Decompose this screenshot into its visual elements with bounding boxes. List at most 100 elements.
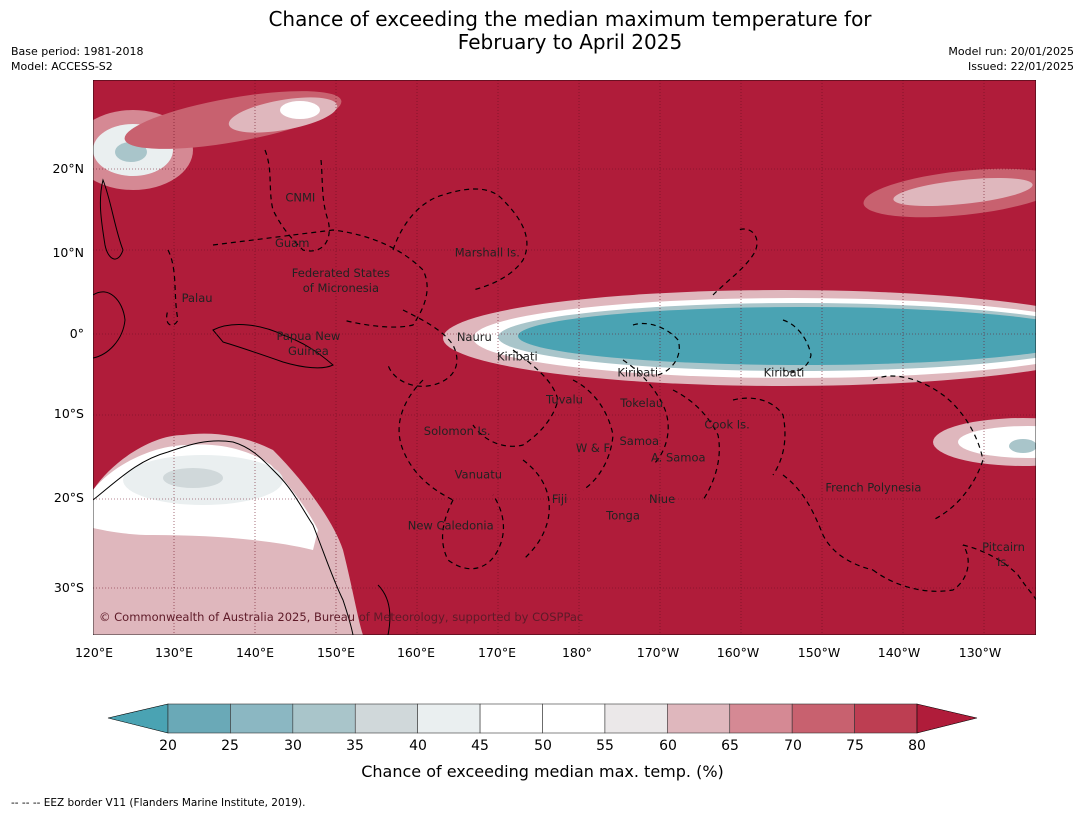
colorbar-cell — [230, 703, 294, 734]
cb-tick-50: 50 — [534, 738, 552, 754]
map-title: Chance of exceeding the median maximum t… — [0, 8, 1085, 54]
x-tick-160w: 160°W — [716, 645, 760, 660]
australia-coastline — [93, 440, 354, 635]
new-guinea-coastline — [212, 324, 334, 369]
place-label: of Micronesia — [303, 281, 379, 295]
place-label: Papua New — [276, 329, 340, 343]
place-label: Niue — [649, 492, 675, 506]
colorbar-cell — [667, 703, 731, 734]
place-label: CNMI — [285, 191, 315, 205]
place-label: New Caledonia — [408, 519, 494, 533]
cb-tick-45: 45 — [471, 738, 489, 754]
colorbar — [107, 703, 978, 734]
place-label: Tonga — [605, 509, 640, 523]
title-line-1: Chance of exceeding the median maximum t… — [268, 7, 872, 31]
place-label: French Polynesia — [825, 481, 921, 495]
cold-tongue-core — [518, 307, 1036, 365]
colorbar-cells — [167, 703, 918, 734]
philippines-coastline — [99, 178, 124, 260]
place-label: Is. — [997, 555, 1010, 569]
place-label: Guam — [275, 236, 309, 250]
y-tick-10s: 10°S — [53, 406, 84, 421]
meta-left: Base period: 1981-2018 Model: ACCESS-S2 — [11, 44, 143, 74]
colorbar-cell — [417, 703, 481, 734]
x-tick-140e: 140°E — [235, 645, 274, 660]
cb-tick-40: 40 — [409, 738, 427, 754]
borneo-coastline — [93, 291, 126, 359]
cb-tick-70: 70 — [784, 738, 802, 754]
y-tick-20n: 20°N — [52, 161, 84, 176]
x-tick-170w: 170°W — [636, 645, 680, 660]
colorbar-cell — [354, 703, 418, 734]
place-label: Marshall Is. — [455, 245, 520, 259]
copyright-text: © Commonwealth of Australia 2025, Bureau… — [99, 610, 583, 624]
anomaly-nw2-core — [280, 101, 320, 119]
anomaly-ne-mid — [893, 178, 1033, 206]
base-period: Base period: 1981-2018 — [11, 45, 144, 58]
colorbar-cell — [542, 703, 606, 734]
place-label: Tuvalu — [545, 393, 583, 407]
x-tick-150e: 150°E — [316, 645, 355, 660]
place-label: Palau — [182, 291, 213, 305]
place-label: Cook Is. — [704, 418, 749, 432]
place-label: Samoa — [619, 434, 659, 448]
cb-tick-25: 25 — [221, 738, 239, 754]
colorbar-cell — [791, 703, 855, 734]
cb-tick-30: 30 — [284, 738, 302, 754]
place-label: Pitcairn — [982, 540, 1025, 554]
colorbar-label: Chance of exceeding median max. temp. (%… — [361, 762, 724, 781]
cb-tick-20: 20 — [159, 738, 177, 754]
y-tick-30s: 30°S — [53, 580, 84, 595]
eez-borders — [166, 149, 1036, 601]
colorbar-cell — [292, 703, 356, 734]
place-label: Kiribati — [617, 365, 658, 379]
colorbar-cell — [729, 703, 793, 734]
y-tick-10n: 10°N — [52, 245, 84, 260]
colorbar-cell — [854, 703, 918, 734]
place-label: Kiribati — [497, 350, 538, 364]
place-label: Kiribati — [764, 365, 805, 379]
place-label: Nauru — [457, 330, 492, 344]
place-label: Fiji — [552, 492, 567, 506]
new-zealand-coastline — [377, 584, 391, 635]
x-tick-160e: 160°E — [396, 645, 435, 660]
cb-tick-35: 35 — [346, 738, 364, 754]
australia-grey-core — [163, 468, 223, 488]
place-label: Guinea — [288, 344, 329, 358]
x-tick-120e: 120°E — [74, 645, 113, 660]
graticule — [93, 80, 1036, 635]
colorbar-cell — [479, 703, 543, 734]
eez-footnote: -- -- -- EEZ border V11 (Flanders Marine… — [11, 797, 306, 809]
cb-tick-60: 60 — [659, 738, 677, 754]
y-tick-0: 0° — [69, 326, 84, 341]
colorbar-extend-high — [916, 703, 978, 734]
place-label: A. Samoa — [651, 451, 706, 465]
x-tick-130w: 130°W — [958, 645, 1002, 660]
anomaly-se-core — [1009, 439, 1036, 453]
issued-date: Issued: 22/01/2025 — [967, 60, 1074, 73]
x-tick-150w: 150°W — [797, 645, 841, 660]
cb-tick-65: 65 — [721, 738, 739, 754]
place-label: Vanuatu — [455, 467, 502, 481]
place-label: Tokelau — [619, 396, 663, 410]
place-label: W & F — [576, 441, 610, 455]
title-line-2: February to April 2025 — [457, 30, 683, 54]
place-label: Solomon Is. — [424, 424, 491, 438]
model-run: Model run: 20/01/2025 — [948, 45, 1074, 58]
colorbar-extend-low — [107, 703, 169, 734]
colorbar-cell — [167, 703, 231, 734]
x-tick-130e: 130°E — [154, 645, 193, 660]
y-tick-20s: 20°S — [53, 490, 84, 505]
model-name: Model: ACCESS-S2 — [11, 60, 113, 73]
colorbar-cell — [604, 703, 668, 734]
place-label: Federated States — [292, 266, 390, 280]
meta-right: Model run: 20/01/2025 Issued: 22/01/2025 — [948, 44, 1074, 74]
x-tick-180: 180° — [561, 645, 593, 660]
x-tick-140w: 140°W — [877, 645, 921, 660]
x-tick-170e: 170°E — [477, 645, 516, 660]
cb-tick-80: 80 — [908, 738, 926, 754]
cb-tick-55: 55 — [596, 738, 614, 754]
cb-tick-75: 75 — [846, 738, 864, 754]
